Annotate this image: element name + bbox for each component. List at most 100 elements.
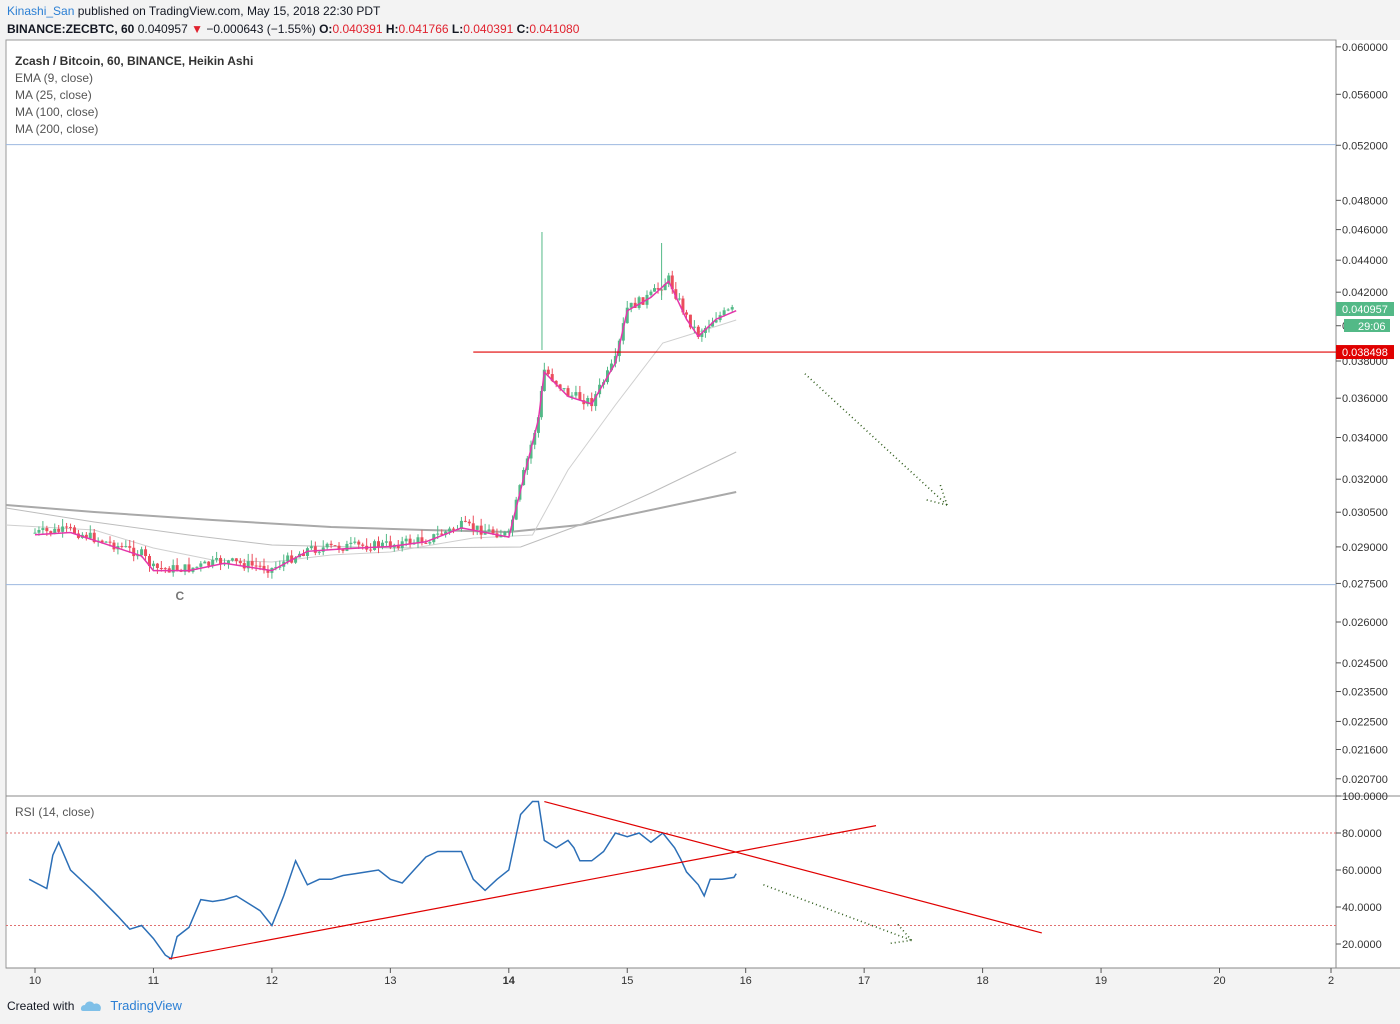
candle-body [219,557,223,565]
candle-body [533,432,537,445]
candle-body [670,275,674,290]
candle-body [92,532,96,543]
candle-body [294,557,298,563]
candle-body [499,535,503,538]
time-tick-label: 10 [29,975,41,987]
candle-body [714,320,718,323]
legend-indicator[interactable]: EMA (9, close) [15,71,94,85]
rsi-legend[interactable]: RSI (14, close) [15,805,95,819]
projection-arrow-head [923,498,948,506]
candle-body [373,541,377,550]
price-tick-label: 0.042000 [1342,287,1388,299]
candle-body [652,288,656,292]
candle-body [207,561,211,566]
price-tick-label: 0.021600 [1342,745,1388,757]
candle-body [674,289,678,299]
candle-body [84,534,88,539]
candle-body [104,541,108,543]
candle-body [566,388,570,397]
author-link[interactable]: Kinashi_San [7,4,75,18]
rsi-trendline[interactable] [544,800,1042,934]
rsi-trendline[interactable] [168,825,877,960]
price-tick-label: 0.023500 [1342,687,1388,699]
support-price-label: 0.038498 [1342,347,1388,359]
candle-body [558,384,562,389]
ema9-line [34,279,737,572]
open-value: 0.040391 [332,22,383,36]
candle-body [424,542,428,544]
candle-body [136,555,140,557]
rsi-projection-arrow-head [895,921,913,941]
published-text: published on TradingView.com, May 15, 20… [77,4,381,18]
low-label: L: [451,22,464,36]
candle-body [171,565,175,573]
legend-indicator[interactable]: MA (100, close) [15,105,99,119]
tradingview-link[interactable]: TradingView [110,998,182,1013]
candle-body [377,541,381,548]
candle-body [459,520,463,530]
legend-indicator[interactable]: MA (25, close) [15,88,92,102]
price-tick-label: 0.060000 [1342,42,1388,54]
price-tick-label: 0.032000 [1342,474,1388,486]
candle-body [195,566,199,568]
candle-body [45,528,49,532]
candle-body [692,326,696,328]
candle-body [329,543,333,546]
price-scale[interactable] [1336,40,1400,968]
candle-body [711,322,715,327]
candle-body [33,532,37,534]
candle-body [234,558,238,562]
candle-body [151,563,155,567]
candle-body [707,326,711,329]
candle-body [722,310,726,316]
candle-body [211,559,215,566]
candle-body [163,568,167,570]
price-tick-label: 0.022500 [1342,716,1388,728]
candle-body [539,390,543,418]
projection-arrow[interactable] [804,373,948,506]
candle-body [590,398,594,407]
candle-body [72,527,76,534]
candle-body [479,525,483,535]
candle-body [128,546,132,548]
rsi-tick-label: 60.0000 [1342,865,1382,877]
candle-body [633,302,637,308]
time-tick-label: 18 [976,975,988,987]
candle-body [688,314,692,328]
candle-body [203,561,207,564]
high-label: H: [385,22,399,36]
countdown-label: 29:06 [1358,321,1386,333]
candle-body [507,530,511,532]
header: Kinashi_San published on TradingView.com… [0,0,1400,40]
candle-body [578,392,582,401]
symbol-line: BINANCE:ZECBTC, 60 0.040957 ▼ −0.000643 … [7,22,579,36]
candle-body [120,546,124,548]
candle-body [487,529,491,532]
price-tick-label: 0.056000 [1342,89,1388,101]
candle-body [148,556,152,567]
close-label: C: [516,22,530,36]
candle-body [325,543,329,548]
candle-body [621,323,625,341]
candle-body [140,549,144,556]
candle-body [637,297,641,308]
legend-indicator[interactable]: MA (200, close) [15,122,99,136]
candle-body [562,388,566,390]
candle-body [353,541,357,543]
candle-body [41,528,45,530]
time-tick-label: 16 [740,975,752,987]
price-tick-label: 0.048000 [1342,195,1388,207]
price-tick-label: 0.036000 [1342,393,1388,405]
candle-body [436,533,440,535]
candle-body [700,332,704,337]
candle-body [586,398,590,405]
ma200-line [5,491,737,534]
candle-body [380,542,384,548]
candle-body [226,560,230,564]
candle-body [254,565,258,567]
last-price: 0.040957 [137,22,188,36]
time-tick-label: 13 [384,975,396,987]
price-change: −0.000643 (−1.55%) [206,22,316,36]
annotation-text: C [176,589,185,603]
